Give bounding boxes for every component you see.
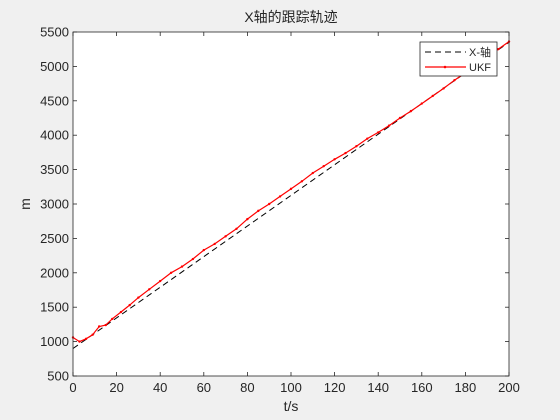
data-point bbox=[128, 303, 131, 307]
data-point bbox=[159, 279, 162, 283]
legend-box bbox=[419, 41, 498, 77]
data-point bbox=[366, 137, 369, 140]
y-tick-label: 1500 bbox=[40, 300, 69, 315]
x-tick-label: 160 bbox=[411, 380, 433, 395]
data-point bbox=[355, 145, 358, 148]
legend: X-轴 UKF bbox=[419, 41, 498, 77]
x-tick-label: 0 bbox=[69, 380, 76, 395]
data-point bbox=[268, 202, 271, 206]
y-tick-label: 4000 bbox=[40, 128, 69, 143]
x-tick-label: 100 bbox=[280, 380, 302, 395]
data-point bbox=[169, 271, 173, 274]
data-point bbox=[409, 109, 413, 113]
data-point bbox=[84, 337, 88, 341]
data-point bbox=[97, 325, 101, 328]
y-tick-label: 3500 bbox=[40, 162, 69, 177]
data-point bbox=[398, 116, 402, 120]
x-tick-label: 120 bbox=[324, 380, 346, 395]
y-tick-label: 5500 bbox=[40, 25, 69, 40]
y-axis-label: m bbox=[17, 198, 33, 210]
data-point bbox=[453, 78, 456, 82]
data-point bbox=[111, 317, 114, 321]
data-point bbox=[213, 242, 216, 246]
data-point bbox=[257, 209, 260, 213]
y-tick-label: 3000 bbox=[40, 197, 69, 212]
x-tick-label: 180 bbox=[455, 380, 477, 395]
x-tick-label: 80 bbox=[240, 380, 254, 395]
y-tick-label: 5000 bbox=[40, 59, 69, 74]
data-point bbox=[289, 187, 293, 191]
data-point bbox=[420, 102, 423, 105]
data-point bbox=[224, 235, 227, 238]
x-tick-label: 140 bbox=[367, 380, 389, 395]
plot-area bbox=[73, 32, 509, 376]
data-point bbox=[78, 340, 81, 343]
x-tick-label: 200 bbox=[498, 380, 520, 395]
legend-label-ukf: UKF bbox=[469, 62, 491, 74]
y-tick-label: 2000 bbox=[40, 265, 69, 280]
series-line-1 bbox=[72, 41, 510, 343]
x-axis-label: t/s bbox=[284, 398, 299, 414]
data-point bbox=[377, 131, 380, 134]
y-tick-label: 2500 bbox=[40, 231, 69, 246]
data-point bbox=[387, 124, 391, 127]
data-point bbox=[496, 48, 500, 51]
data-point bbox=[191, 257, 195, 261]
x-tick-label: 60 bbox=[197, 380, 211, 395]
data-point bbox=[137, 296, 140, 299]
data-point bbox=[246, 217, 249, 221]
data-point bbox=[300, 180, 304, 183]
data-point bbox=[442, 87, 445, 90]
x-tick-label: 20 bbox=[109, 380, 123, 395]
data-point bbox=[104, 323, 107, 327]
x-tick-label: 40 bbox=[153, 380, 167, 395]
y-tick-label: 4500 bbox=[40, 93, 69, 108]
data-point bbox=[202, 248, 205, 252]
data-point bbox=[91, 333, 94, 336]
y-tick-label: 1000 bbox=[40, 334, 69, 349]
chart-title: X轴的跟踪轨迹 bbox=[244, 9, 337, 25]
y-tick-label: 500 bbox=[47, 369, 69, 384]
data-point bbox=[311, 171, 314, 175]
series-layer bbox=[71, 40, 511, 349]
data-point bbox=[235, 227, 238, 230]
legend-marker-ukf bbox=[443, 65, 447, 69]
data-point bbox=[119, 310, 123, 314]
data-point bbox=[278, 195, 282, 198]
data-point bbox=[344, 151, 347, 155]
data-point bbox=[333, 158, 336, 161]
data-point bbox=[322, 164, 325, 168]
data-point bbox=[180, 265, 184, 268]
data-point bbox=[431, 94, 434, 98]
ticks-layer: 0 20 40 60 80 100 120 140 160 180 200 500 1000 1500 20… bbox=[40, 25, 520, 396]
data-point bbox=[148, 288, 151, 291]
legend-label-x-axis: X-轴 bbox=[469, 45, 491, 59]
